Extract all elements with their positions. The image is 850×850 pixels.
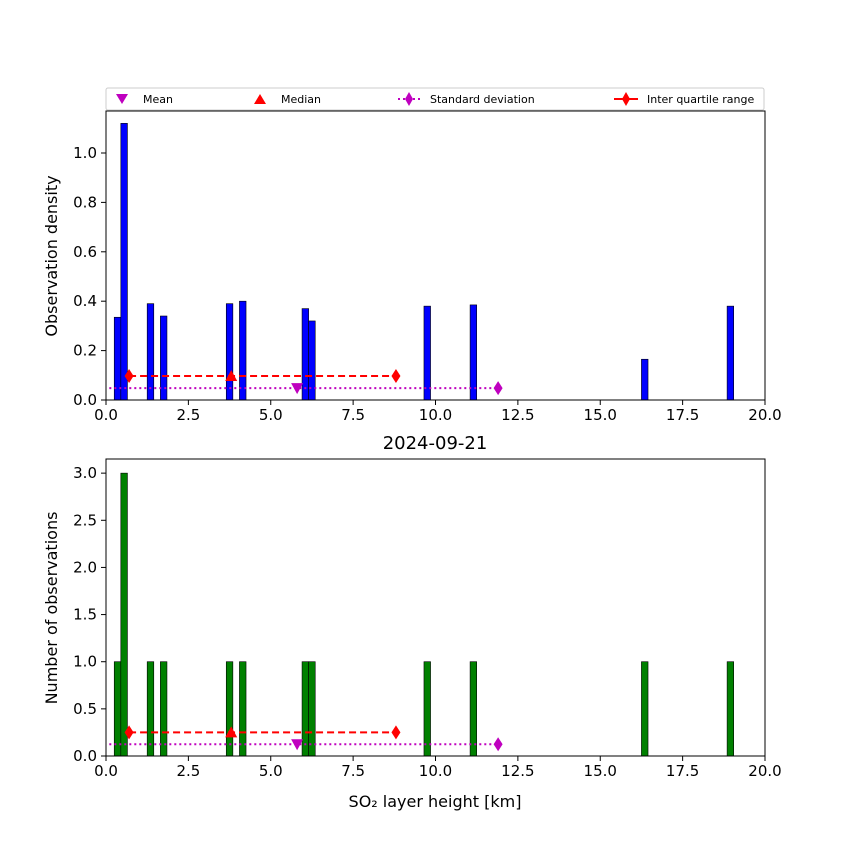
bar	[726, 305, 734, 401]
bar	[641, 661, 649, 757]
x-tick-label: 20.0	[748, 406, 781, 424]
x-tick-label: 12.5	[501, 762, 534, 780]
bar	[120, 472, 128, 757]
y-tick-label: 3.0	[73, 464, 97, 482]
legend-label-median: Median	[281, 93, 321, 106]
y-axis-label: Number of observations	[42, 512, 61, 705]
y-tick-label: 0.8	[73, 193, 97, 211]
bar	[146, 661, 155, 757]
bar	[308, 661, 316, 757]
bar	[239, 661, 247, 757]
legend-item-median: Median	[254, 93, 321, 106]
y-tick-label: 1.0	[73, 144, 97, 162]
legend-label-mean: Mean	[143, 93, 173, 106]
median-marker	[225, 370, 238, 382]
legend: Mean Median Standard deviation Inter qua…	[105, 87, 765, 111]
x-tick-label: 0.0	[94, 406, 118, 424]
plot-frame	[105, 458, 766, 757]
bar	[113, 661, 122, 757]
mean-marker	[291, 739, 304, 751]
plot-frame	[105, 110, 766, 401]
diamond-icon	[405, 92, 413, 106]
x-tick-label: 5.0	[259, 406, 283, 424]
x-tick-label: 5.0	[259, 762, 283, 780]
y-tick-label: 0.5	[73, 700, 97, 718]
x-tick-label: 2.5	[176, 762, 200, 780]
bar	[423, 305, 431, 401]
triangle-up-icon	[254, 94, 266, 104]
x-tick-label: 20.0	[748, 762, 781, 780]
x-tick-label: 2.5	[176, 406, 200, 424]
x-tick-label: 7.5	[341, 762, 365, 780]
y-tick-label: 1.0	[73, 653, 97, 671]
x-tick-label: 15.0	[584, 406, 617, 424]
diamond-icon	[622, 92, 630, 106]
bar	[239, 300, 247, 401]
iqr-marker	[124, 369, 134, 384]
y-tick-label: 0.0	[73, 391, 97, 409]
x-tick-label: 10.0	[419, 762, 452, 780]
bar	[301, 661, 309, 757]
iqr-marker	[391, 369, 401, 384]
median-marker	[225, 726, 238, 738]
x-axis-label: SO₂ layer height [km]	[349, 792, 522, 811]
bar	[641, 358, 649, 401]
chart-title: 2024-09-21	[383, 433, 488, 454]
x-tick-label: 12.5	[501, 406, 534, 424]
x-tick-label: 7.5	[341, 406, 365, 424]
bar	[726, 661, 734, 757]
density-chart: Observation density 0.0 2.5 5.0 7.5 10.0 12.5…	[42, 110, 782, 424]
legend-item-mean: Mean	[116, 93, 173, 106]
legend-frame	[105, 87, 765, 111]
x-tick-label: 17.5	[666, 762, 699, 780]
x-tick-label: 10.0	[419, 406, 452, 424]
bar	[301, 308, 309, 401]
y-tick-label: 0.6	[73, 243, 97, 261]
y-tick-label: 2.5	[73, 511, 97, 529]
std-dev-marker	[493, 381, 503, 396]
legend-label-std: Standard deviation	[430, 93, 535, 106]
bar	[469, 304, 477, 401]
bar	[146, 303, 155, 401]
x-tick-label: 17.5	[666, 406, 699, 424]
bar	[423, 661, 431, 757]
x-tick-label: 15.0	[584, 762, 617, 780]
mean-marker	[291, 383, 304, 395]
count-chart: 2024-09-21 Number of observations SO₂ la…	[42, 433, 782, 811]
legend-label-iqr: Inter quartile range	[647, 93, 754, 106]
y-tick-label: 0.2	[73, 342, 97, 360]
legend-item-iqr: Inter quartile range	[614, 92, 754, 106]
bar	[469, 661, 477, 757]
y-axis-label: Observation density	[42, 175, 61, 336]
bar	[160, 661, 168, 757]
legend-item-std: Standard deviation	[398, 92, 535, 106]
iqr-marker	[124, 725, 134, 740]
y-tick-label: 1.5	[73, 606, 97, 624]
x-tick-label: 0.0	[94, 762, 118, 780]
y-tick-label: 2.0	[73, 558, 97, 576]
bar	[120, 123, 128, 401]
y-tick-label: 0.4	[73, 292, 97, 310]
iqr-marker	[391, 725, 401, 740]
bar	[225, 303, 234, 401]
triangle-down-icon	[116, 94, 128, 104]
bar	[225, 661, 234, 757]
std-dev-marker	[493, 737, 503, 752]
y-tick-label: 0.0	[73, 747, 97, 765]
